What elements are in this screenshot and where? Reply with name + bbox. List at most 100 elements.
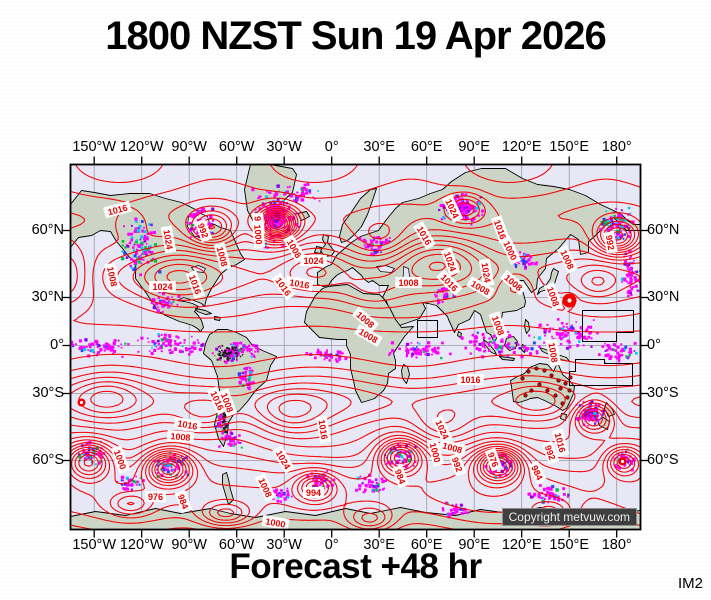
isobar-label: 1008 [545, 338, 562, 367]
lon-label: 60°W [218, 537, 255, 553]
svg-text:1016: 1016 [289, 277, 310, 290]
lon-label: 180° [601, 537, 632, 553]
isobar-level-1004 [70, 191, 641, 530]
image-code-label: IM2 [677, 575, 703, 592]
svg-text:1024: 1024 [479, 262, 492, 283]
region-sheet-outline [582, 310, 634, 342]
station-dot [558, 386, 563, 391]
lat-label: 60°S [647, 452, 679, 468]
lon-label: 0° [324, 537, 339, 553]
lat-label: 30°N [31, 289, 64, 305]
isobar-label: 1008 [104, 262, 121, 291]
svg-text:976: 976 [486, 451, 501, 469]
station-dot [567, 388, 572, 393]
svg-text:1000: 1000 [252, 224, 264, 245]
lat-label: 0° [647, 337, 661, 353]
svg-text:992: 992 [604, 234, 616, 251]
isobar-level-976 [83, 212, 513, 491]
lon-label: 90°E [458, 537, 490, 553]
isobar-label: 992 [541, 440, 560, 465]
lon-label: 30°E [363, 139, 395, 155]
isobar-label: 984 [391, 464, 410, 489]
lon-label: 60°W [218, 139, 255, 155]
lon-label: 120°E [501, 139, 542, 155]
isobar-label: 1016 [315, 415, 332, 444]
region-sheet-outline [569, 359, 633, 386]
isobar-level-992 [70, 202, 640, 527]
lat-label: 60°S [32, 452, 64, 468]
isobar-label: 1024 [300, 255, 327, 266]
isobar-level-1028 [78, 253, 605, 424]
svg-text:1008: 1008 [546, 342, 559, 363]
isobar-label: 1000 [261, 514, 290, 530]
station-dot [537, 382, 542, 387]
svg-text:1024: 1024 [161, 229, 174, 250]
station-dot [565, 395, 570, 400]
land-polygon [195, 308, 212, 315]
lon-label: 120°E [501, 537, 542, 553]
lat-label: 60°N [647, 222, 680, 238]
svg-text:1016: 1016 [316, 419, 329, 440]
station-dot [545, 388, 550, 393]
cyclone-eye [620, 459, 625, 464]
lon-label: 0° [324, 139, 339, 155]
svg-text:1016: 1016 [460, 375, 480, 385]
land-polygon [320, 234, 335, 257]
land-polygon [537, 268, 559, 295]
cyclone-eye [79, 400, 84, 405]
station-dot [568, 375, 573, 380]
lon-label: 150°W [72, 139, 117, 155]
lon-label: 30°W [266, 139, 302, 155]
lon-label: 150°E [549, 537, 590, 553]
map-interior: 1016102499210081016976100010081024101610… [70, 164, 641, 530]
station-dot [553, 393, 558, 398]
forecast-hour-label: Forecast +48 hr [229, 547, 482, 586]
isobar-label: 976 [144, 491, 167, 502]
map-border [69, 163, 642, 531]
isobar-label: 1008 [166, 429, 195, 444]
station-dot [549, 373, 554, 378]
svg-text:992: 992 [196, 222, 211, 240]
lat-label: 30°S [32, 385, 64, 401]
lon-label: 30°W [266, 537, 302, 553]
lat-label: 30°N [647, 289, 680, 305]
isobar-label: 1016 [457, 374, 484, 385]
isobar-label: 1008 [395, 277, 422, 288]
lon-label: 60°E [410, 139, 443, 155]
svg-text:1008: 1008 [398, 278, 418, 288]
isobar-label: 1000 [251, 220, 266, 249]
station-dot [542, 368, 547, 373]
lat-label: 30°S [647, 385, 679, 401]
lon-label: 90°E [458, 139, 490, 155]
svg-text:1008: 1008 [170, 431, 191, 443]
isobar-label: 994 [302, 487, 325, 498]
svg-text:1008: 1008 [105, 266, 119, 288]
station-dot [523, 393, 528, 398]
land-polygon [214, 316, 221, 321]
isobar-level-980 [78, 211, 624, 495]
land-polygon [304, 284, 414, 403]
isobar-label: 992 [448, 452, 467, 477]
svg-text:976: 976 [148, 492, 163, 502]
isobar-label: 1024 [160, 225, 177, 254]
copyright-badge: Copyright metvuw.com [501, 508, 637, 526]
isobar-label: 1024 [478, 258, 495, 287]
lon-label: 90°W [171, 537, 207, 553]
station-dot [534, 366, 539, 371]
chart-title: 1800 NZST Sun 19 Apr 2026 [105, 14, 606, 58]
isobar-label: 1016 [173, 416, 202, 433]
station-dot [526, 369, 531, 374]
isobar-level-988 [71, 207, 636, 523]
isobar-label: 984 [174, 489, 193, 514]
station-dot [529, 388, 534, 393]
region-sheet-outline [417, 320, 438, 338]
lon-label: 120°W [119, 537, 164, 553]
isobar-label: 1024 [149, 281, 176, 292]
svg-text:1024: 1024 [303, 256, 323, 266]
lat-label: 60°N [31, 222, 64, 238]
svg-text:994: 994 [306, 488, 321, 498]
isobar-level-1000 [70, 195, 641, 530]
cyclone-eye [567, 298, 572, 303]
